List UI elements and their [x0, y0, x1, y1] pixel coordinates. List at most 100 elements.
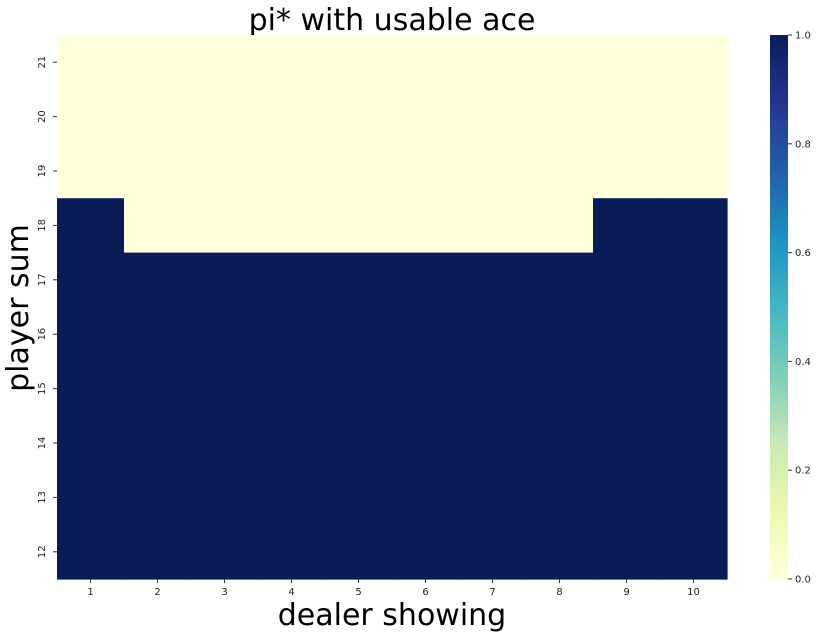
heatmap-cell	[660, 252, 728, 308]
colorbar-tick-label: 0.2	[795, 466, 811, 477]
heatmap-cell	[124, 35, 192, 90]
colorbar-ticks: 0.0 0.2 0.4 0.6 0.8 1.0	[788, 31, 811, 586]
heatmap-cell	[258, 143, 326, 199]
heatmap-cell	[124, 470, 192, 526]
colorbar-tick-label: 0.0	[795, 575, 811, 586]
x-tick-label: 5	[355, 587, 361, 598]
heatmap-cell	[593, 361, 661, 417]
heatmap-cell	[124, 89, 192, 145]
colorbar	[770, 35, 788, 579]
heatmap-cell	[660, 361, 728, 417]
heatmap-cell	[191, 35, 259, 90]
heatmap-cell	[660, 470, 728, 526]
colorbar-tick-label: 0.6	[795, 248, 811, 259]
heatmap-cell	[57, 307, 125, 362]
heatmap-cell	[191, 470, 259, 526]
heatmap-cell	[57, 35, 125, 90]
heatmap-cell	[526, 361, 594, 417]
heatmap-cell	[124, 415, 192, 471]
heatmap-cell	[526, 307, 594, 362]
heatmap-cell	[325, 361, 393, 417]
heatmap-cell	[57, 198, 125, 254]
heatmap-cell	[258, 198, 326, 254]
y-tick-label: 17	[37, 273, 48, 286]
heatmap-cell	[526, 35, 594, 90]
heatmap-cell	[57, 470, 125, 526]
heatmap-cell	[258, 524, 326, 580]
colorbar-tick-label: 1.0	[795, 31, 811, 42]
heatmap-cell	[660, 415, 728, 471]
colorbar-tick-label: 0.4	[795, 357, 811, 368]
y-tick-label: 15	[37, 382, 48, 395]
heatmap-cell	[593, 415, 661, 471]
heatmap-cell	[392, 415, 460, 471]
x-tick-label: 6	[422, 587, 428, 598]
x-tick-label: 10	[687, 587, 700, 598]
heatmap-cell	[660, 35, 728, 90]
heatmap-cell	[593, 198, 661, 254]
colorbar-tick-label: 0.8	[795, 139, 811, 150]
heatmap-cell	[258, 89, 326, 145]
heatmap-cell	[660, 524, 728, 580]
y-tick-label: 14	[37, 437, 48, 450]
heatmap-cell	[392, 35, 460, 90]
heatmap-cell	[191, 524, 259, 580]
y-axis-ticks: 21 20 19 18 17 16 15 14 13 12	[37, 56, 57, 558]
heatmap-cell	[191, 415, 259, 471]
heatmap-cell	[459, 89, 527, 145]
heatmap-cell	[526, 415, 594, 471]
x-tick-label: 7	[489, 587, 495, 598]
heatmap-cell	[392, 143, 460, 199]
heatmap-cell	[392, 361, 460, 417]
y-tick-label: 16	[37, 328, 48, 341]
heatmap-cell	[459, 470, 527, 526]
heatmap-cell	[325, 35, 393, 90]
heatmap-cell	[191, 89, 259, 145]
heatmap-cell	[325, 89, 393, 145]
heatmap-cell	[124, 307, 192, 362]
x-tick-label: 4	[288, 587, 294, 598]
heatmap-cell	[526, 252, 594, 308]
x-tick-label: 3	[221, 587, 227, 598]
y-tick-label: 18	[37, 219, 48, 232]
heatmap-cell	[191, 198, 259, 254]
heatmap-cell	[392, 89, 460, 145]
heatmap-cell	[325, 470, 393, 526]
heatmap-cell	[191, 143, 259, 199]
heatmap-cell	[191, 307, 259, 362]
heatmap-cell	[325, 198, 393, 254]
heatmap-cell	[459, 361, 527, 417]
heatmap-cell	[526, 89, 594, 145]
heatmap-cells	[57, 35, 728, 580]
heatmap-cell	[526, 524, 594, 580]
y-axis-title: player sum	[1, 224, 36, 392]
x-tick-label: 2	[154, 587, 160, 598]
heatmap-cell	[258, 252, 326, 308]
heatmap-cell	[593, 35, 661, 90]
heatmap-cell	[57, 415, 125, 471]
x-tick-label: 8	[556, 587, 562, 598]
heatmap-cell	[660, 307, 728, 362]
heatmap-cell	[258, 415, 326, 471]
heatmap-cell	[258, 361, 326, 417]
heatmap-cell	[660, 143, 728, 199]
heatmap-cell	[258, 307, 326, 362]
heatmap-cell	[124, 198, 192, 254]
heatmap-cell	[392, 470, 460, 526]
heatmap-cell	[392, 524, 460, 580]
heatmap-cell	[57, 89, 125, 145]
heatmap-cell	[258, 470, 326, 526]
heatmap-cell	[459, 35, 527, 90]
heatmap-cell	[325, 143, 393, 199]
heatmap-cell	[392, 198, 460, 254]
heatmap-cell	[124, 143, 192, 199]
heatmap-cell	[593, 524, 661, 580]
x-tick-label: 9	[623, 587, 629, 598]
heatmap-cell	[459, 415, 527, 471]
heatmap-cell	[258, 35, 326, 90]
x-axis-ticks: 1 2 3 4 5 6 7 8 9 10	[87, 579, 700, 598]
heatmap-cell	[191, 252, 259, 308]
heatmap-cell	[593, 470, 661, 526]
chart-title: pi* with usable ace	[249, 3, 536, 38]
